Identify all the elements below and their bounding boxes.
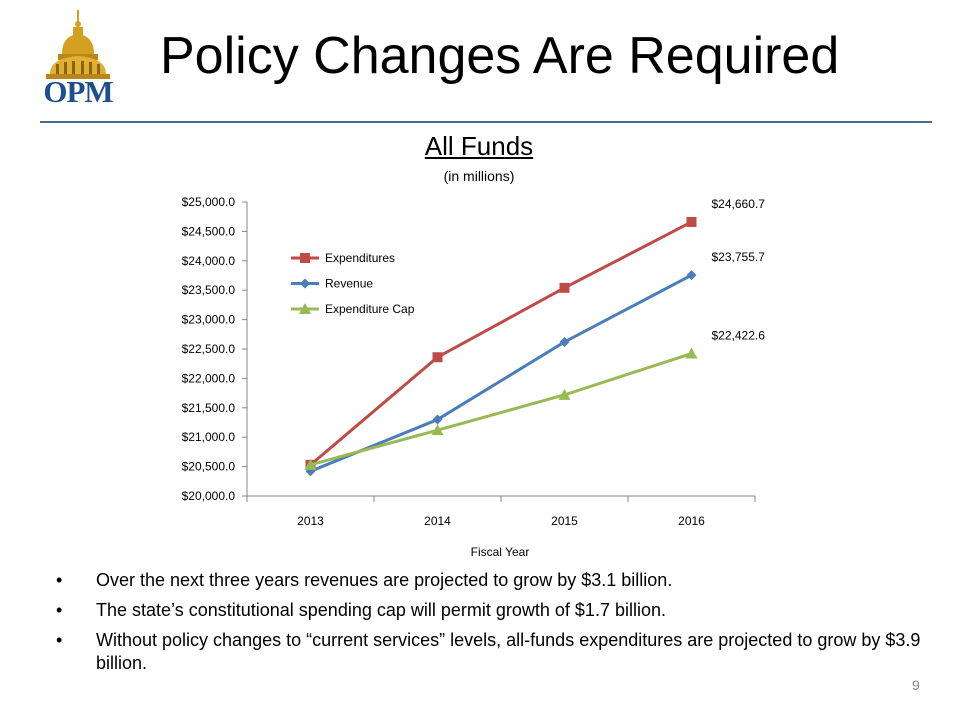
x-tick-label: 2016 bbox=[678, 514, 705, 528]
y-tick-label: $23,000.0 bbox=[182, 313, 236, 327]
bullet-marker: • bbox=[56, 570, 63, 590]
title-divider bbox=[40, 121, 932, 123]
series-line bbox=[309, 220, 693, 466]
y-tick-label: $24,000.0 bbox=[182, 254, 236, 268]
bullet-item: • Without policy changes to “current serv… bbox=[56, 629, 926, 675]
chart-legend: Expenditures Revenue Expenditure Cap bbox=[291, 251, 415, 316]
page-number: 9 bbox=[912, 677, 920, 693]
y-tick-label: $21,500.0 bbox=[182, 401, 236, 415]
bullet-list: • Over the next three years revenues are … bbox=[56, 569, 926, 682]
legend-label: Revenue bbox=[325, 277, 373, 291]
bullet-item: • Over the next three years revenues are … bbox=[56, 569, 926, 592]
legend-label: Expenditure Cap bbox=[325, 302, 415, 316]
y-tick-label: $22,500.0 bbox=[182, 342, 236, 356]
data-point-triangle bbox=[304, 458, 317, 470]
logo-text: OPM bbox=[43, 74, 113, 109]
data-point-square bbox=[432, 352, 443, 363]
legend-label: Expenditures bbox=[325, 251, 395, 265]
data-point-diamond bbox=[432, 414, 443, 425]
series-line bbox=[310, 352, 692, 467]
bullet-text: Without policy changes to “current servi… bbox=[96, 630, 921, 673]
x-tick-label: 2013 bbox=[297, 514, 324, 528]
data-label: $24,660.7 bbox=[712, 197, 766, 211]
data-point-triangle bbox=[685, 347, 698, 359]
data-point-diamond bbox=[300, 278, 310, 289]
data-point-square bbox=[300, 253, 310, 263]
data-point-diamond bbox=[686, 270, 697, 281]
bullet-item: • The state’s constitutional spending cap… bbox=[56, 599, 926, 622]
chart-title: All Funds bbox=[424, 131, 534, 161]
y-tick-label: $24,500.0 bbox=[182, 224, 236, 238]
bullet-text: The state’s constitutional spending cap … bbox=[96, 600, 666, 620]
data-point-triangle bbox=[431, 424, 444, 436]
chart-subtitle: (in millions) bbox=[443, 168, 515, 184]
y-tick-label: $20,500.0 bbox=[182, 460, 236, 474]
chart-axes: $20,000.0 $20,500.0 $21,000.0 $21,500.0 $22,… bbox=[182, 195, 756, 528]
dome-icon bbox=[46, 10, 110, 79]
series-line bbox=[309, 273, 693, 473]
y-tick-label: $21,000.0 bbox=[182, 430, 236, 444]
bullet-marker: • bbox=[56, 630, 63, 650]
bullet-text: Over the next three years revenues are p… bbox=[96, 570, 673, 590]
y-tick-label: $22,000.0 bbox=[182, 371, 236, 385]
data-point-triangle bbox=[558, 388, 571, 400]
x-tick-label: 2014 bbox=[424, 514, 451, 528]
data-label: $23,755.7 bbox=[712, 250, 766, 264]
y-tick-label: $20,000.0 bbox=[182, 489, 236, 503]
data-point-triangle bbox=[299, 303, 311, 314]
data-point-square bbox=[686, 216, 697, 227]
y-tick-label: $25,000.0 bbox=[182, 195, 236, 209]
chart-series: $24,660.7 $23,755.7 $22,422.6 bbox=[304, 197, 766, 477]
opm-logo: OPM bbox=[32, 8, 124, 112]
x-tick-label: 2015 bbox=[551, 514, 578, 528]
page-title: Policy Changes Are Required bbox=[160, 27, 840, 85]
data-point-diamond bbox=[559, 336, 570, 347]
y-tick-label: $23,500.0 bbox=[182, 283, 236, 297]
data-point-square bbox=[559, 282, 570, 293]
bullet-marker: • bbox=[56, 600, 63, 620]
data-label: $22,422.6 bbox=[712, 329, 766, 343]
x-axis-label: Fiscal Year bbox=[471, 545, 530, 559]
